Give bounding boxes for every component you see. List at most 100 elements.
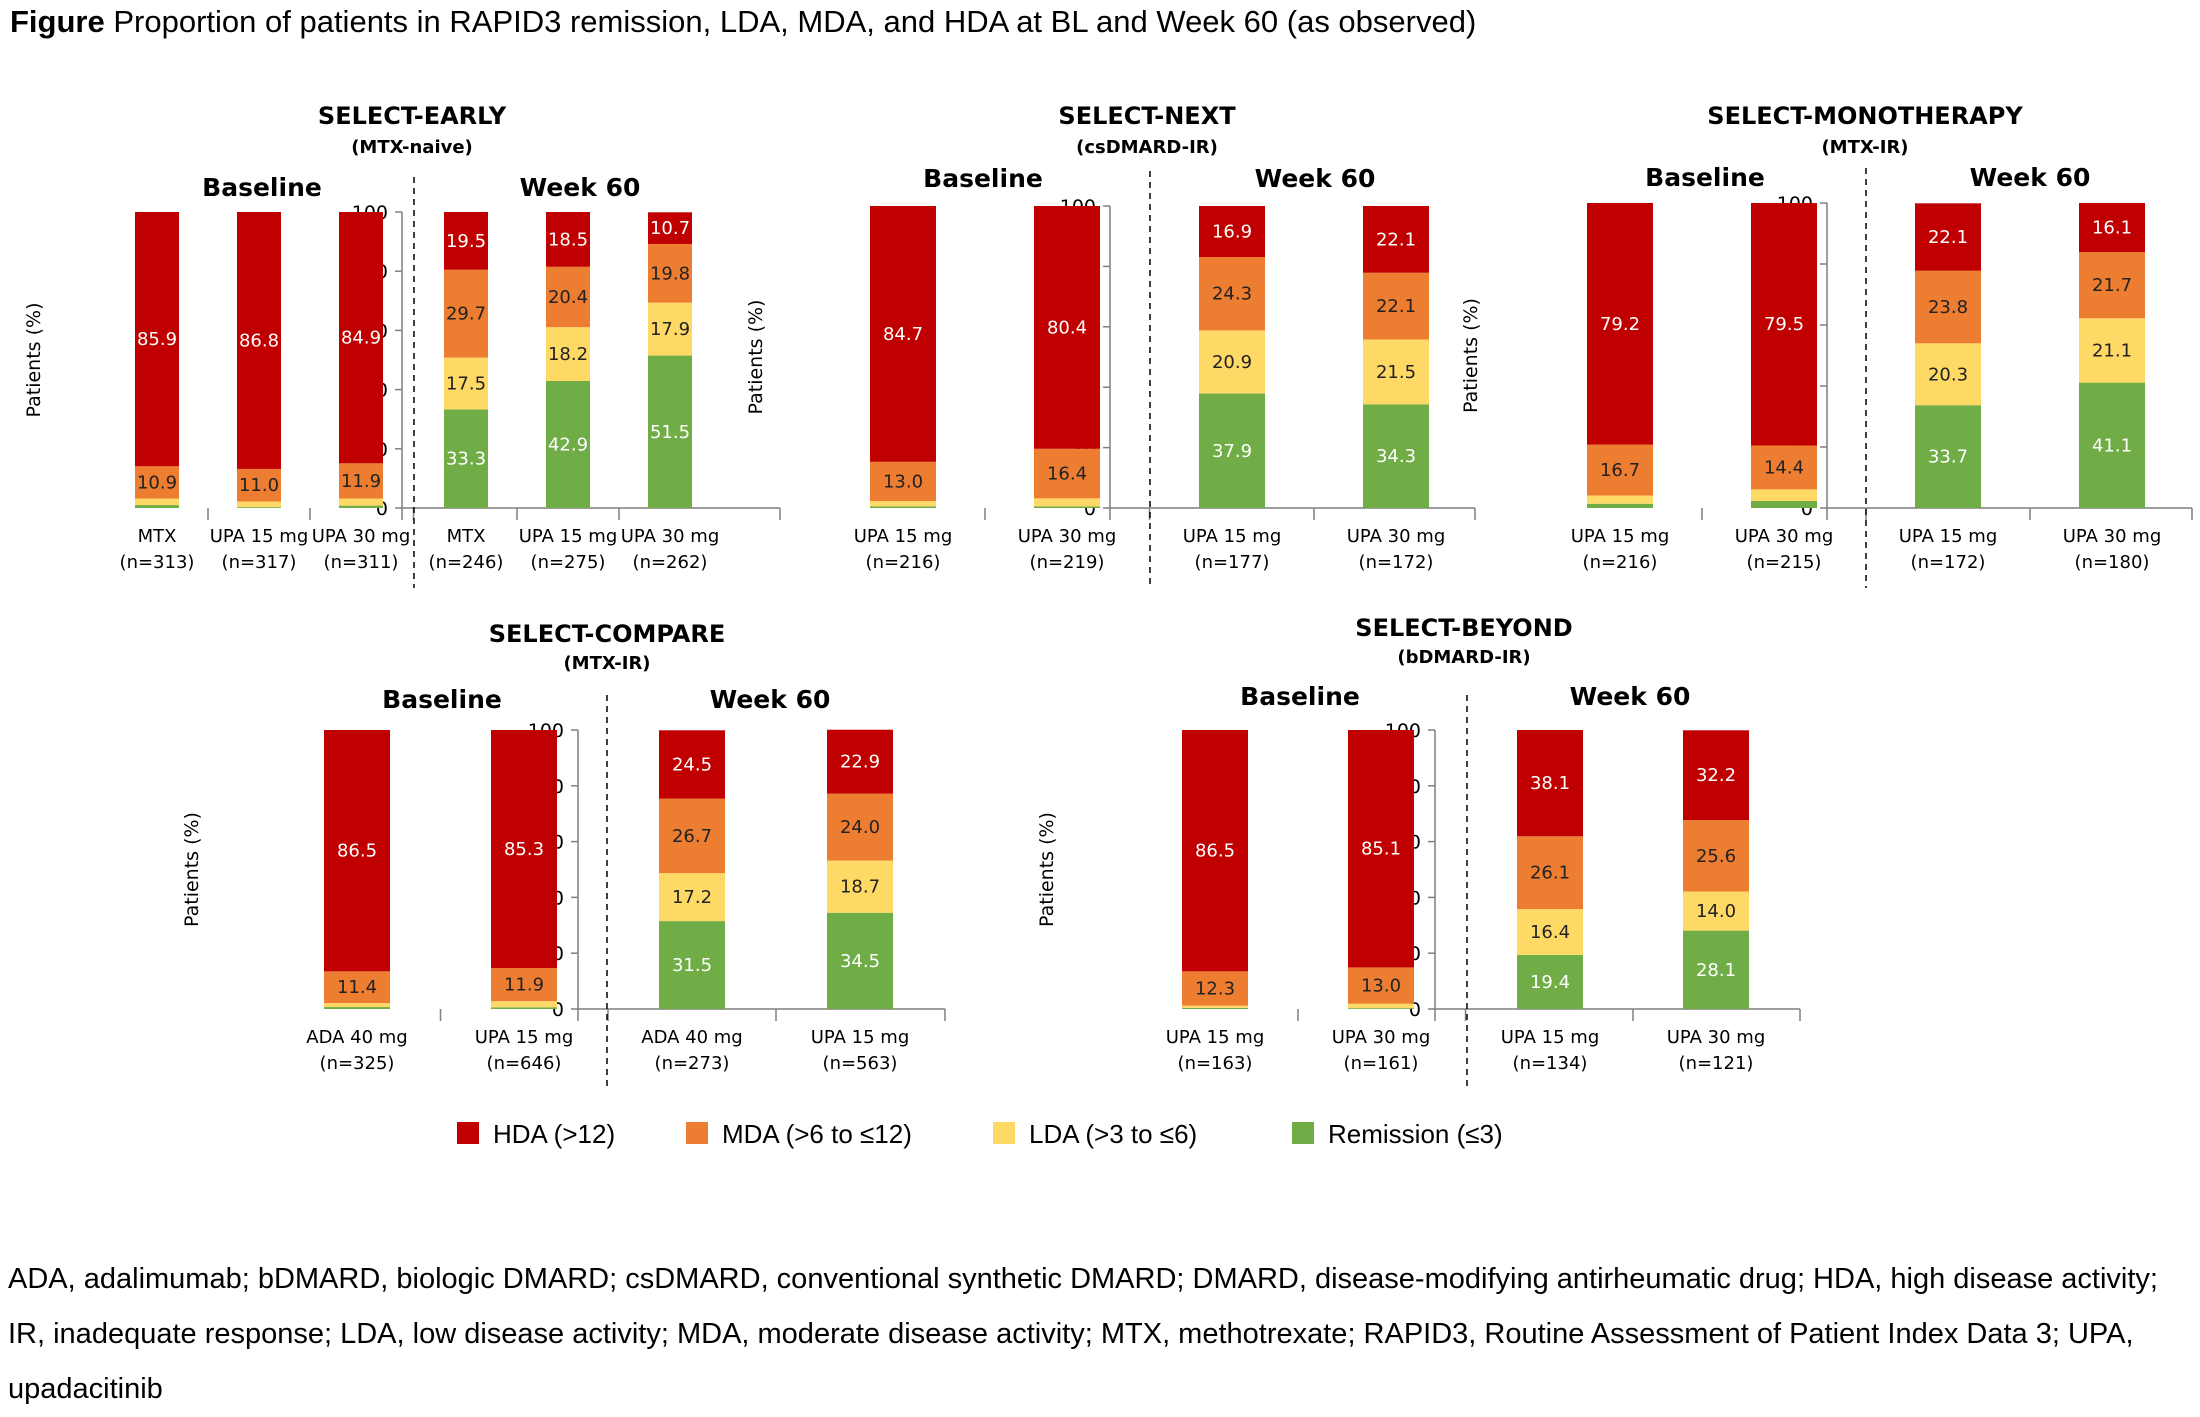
legend-label: LDA (>3 to ≤6): [1029, 1119, 1197, 1149]
data-label: 17.9: [650, 319, 690, 340]
data-label: 16.1: [2092, 218, 2132, 239]
chart-subtitle: (MTX-IR): [1821, 137, 1908, 158]
bar-segment-lda: [870, 501, 936, 507]
bar-segment-mda: [1034, 448, 1100, 499]
bar-stack: 33.7 20.3 23.8 22.1: [1915, 203, 1981, 508]
bar-segment-remission: [1199, 393, 1265, 508]
x-category-n: (n=163): [1178, 1053, 1253, 1074]
bar-segment-remission: [827, 912, 893, 1009]
data-label: 16.7: [1600, 460, 1640, 481]
bar-stack: 16.4 80.4: [1034, 206, 1100, 508]
bar-stack: 14.4 79.5: [1751, 203, 1817, 508]
group-label-week-60: Week 60: [710, 685, 831, 714]
data-label: 24.5: [672, 754, 712, 775]
bar-segment-hda: [1751, 203, 1817, 446]
bar-stack: 28.1 14.0 25.6 32.2: [1683, 730, 1749, 1009]
chart-subtitle: (bDMARD-IR): [1397, 647, 1530, 668]
x-category-n: (n=317): [222, 552, 297, 573]
x-category-label: UPA 30 mg: [621, 526, 720, 547]
bar-segment-hda: [1915, 203, 1981, 271]
bar-segment-mda: [659, 798, 725, 874]
bar-stack: 12.3 86.5: [1182, 730, 1248, 1009]
bar-stack: 11.4 86.5: [324, 730, 390, 1009]
bar-stack: 41.1 21.1 21.7 16.1: [2079, 203, 2145, 508]
chart-subtitle: (MTX-naive): [351, 137, 473, 158]
bar-segment-hda: [1199, 206, 1265, 258]
bar-segment-mda: [237, 468, 281, 502]
legend-swatch: [1292, 1122, 1314, 1144]
data-label: 79.5: [1764, 314, 1804, 335]
data-label: 41.1: [2092, 435, 2132, 456]
x-category-label: ADA 40 mg: [306, 1027, 407, 1048]
data-label: 34.5: [840, 951, 880, 972]
bar-segment-remission: [1751, 500, 1817, 508]
bar-segment-lda: [324, 1003, 390, 1008]
data-label: 20.9: [1212, 352, 1252, 373]
data-label: 19.5: [446, 231, 486, 252]
bar-segment-remission: [2079, 382, 2145, 508]
x-category-n: (n=219): [1030, 552, 1105, 573]
data-label: 17.5: [446, 374, 486, 395]
bar-segment-mda: [1517, 836, 1583, 910]
bar-segment-hda: [339, 212, 383, 464]
group-label-week-60: Week 60: [1970, 163, 2091, 192]
bar-stack: 34.3 21.5 22.1 22.1: [1363, 206, 1429, 508]
data-label: 11.9: [504, 975, 544, 996]
bar-stack: 31.5 17.2 26.7 24.5: [659, 730, 725, 1009]
data-label: 84.7: [883, 324, 923, 345]
y-axis-label: Patients (%): [23, 303, 45, 418]
bar-stack: 42.9 18.2 20.4 18.5: [546, 212, 590, 508]
group-label-baseline: Baseline: [1240, 682, 1360, 711]
data-label: 10.9: [137, 472, 177, 493]
group-label-baseline: Baseline: [1645, 163, 1765, 192]
x-category-n: (n=273): [655, 1053, 730, 1074]
x-category-label: UPA 15 mg: [1571, 526, 1670, 547]
bar-segment-lda: [135, 498, 179, 506]
data-label: 24.0: [840, 817, 880, 838]
bar-segment-remission: [444, 409, 488, 508]
bar-segment-mda: [870, 461, 936, 502]
y-axis-label: Patients (%): [745, 300, 767, 415]
data-label: 84.9: [341, 328, 381, 349]
data-label: 22.1: [1376, 296, 1416, 317]
x-category-n: (n=216): [866, 552, 941, 573]
bar-segment-hda: [1034, 206, 1100, 449]
x-category-n: (n=313): [120, 552, 195, 573]
bar-stack: 34.5 18.7 24.0 22.9: [827, 729, 893, 1009]
bar-segment-remission: [1034, 506, 1100, 508]
data-label: 85.9: [137, 329, 177, 350]
x-category-label: UPA 30 mg: [1735, 526, 1834, 547]
data-label: 16.4: [1047, 464, 1087, 485]
data-label: 16.4: [1530, 922, 1570, 943]
bar-segment-mda: [339, 463, 383, 499]
bar-segment-lda: [339, 498, 383, 506]
data-label: 31.5: [672, 955, 712, 976]
bar-segment-mda: [1363, 272, 1429, 340]
bar-segment-remission: [546, 381, 590, 508]
bar-stack: 51.5 17.9 19.8 10.7: [648, 212, 692, 508]
x-category-label: UPA 15 mg: [1183, 526, 1282, 547]
bar-segment-remission: [491, 1007, 557, 1009]
bar-segment-hda: [2079, 203, 2145, 253]
data-label: 86.5: [1195, 841, 1235, 862]
legend-swatch: [686, 1122, 708, 1144]
group-label-week-60: Week 60: [1570, 682, 1691, 711]
bar-segment-remission: [339, 505, 383, 508]
bar-segment-remission: [1517, 954, 1583, 1009]
chart-legend: HDA (>12) MDA (>6 to ≤12) LDA (>3 to ≤6) Re…: [457, 1119, 1503, 1149]
figure-title: Figure Proportion of patients in RAPID3 …: [10, 4, 1476, 40]
data-label: 24.3: [1212, 284, 1252, 305]
bar-segment-lda: [237, 501, 281, 508]
x-category-label: UPA 15 mg: [519, 526, 618, 547]
bar-segment-hda: [324, 730, 390, 972]
bar-segment-hda: [648, 212, 692, 244]
bar-segment-remission: [1182, 1007, 1248, 1009]
bar-segment-lda: [1348, 1003, 1414, 1009]
group-label-baseline: Baseline: [202, 173, 322, 202]
x-category-label: UPA 30 mg: [1332, 1027, 1431, 1048]
data-label: 21.7: [2092, 275, 2132, 296]
bar-segment-hda: [659, 730, 725, 799]
